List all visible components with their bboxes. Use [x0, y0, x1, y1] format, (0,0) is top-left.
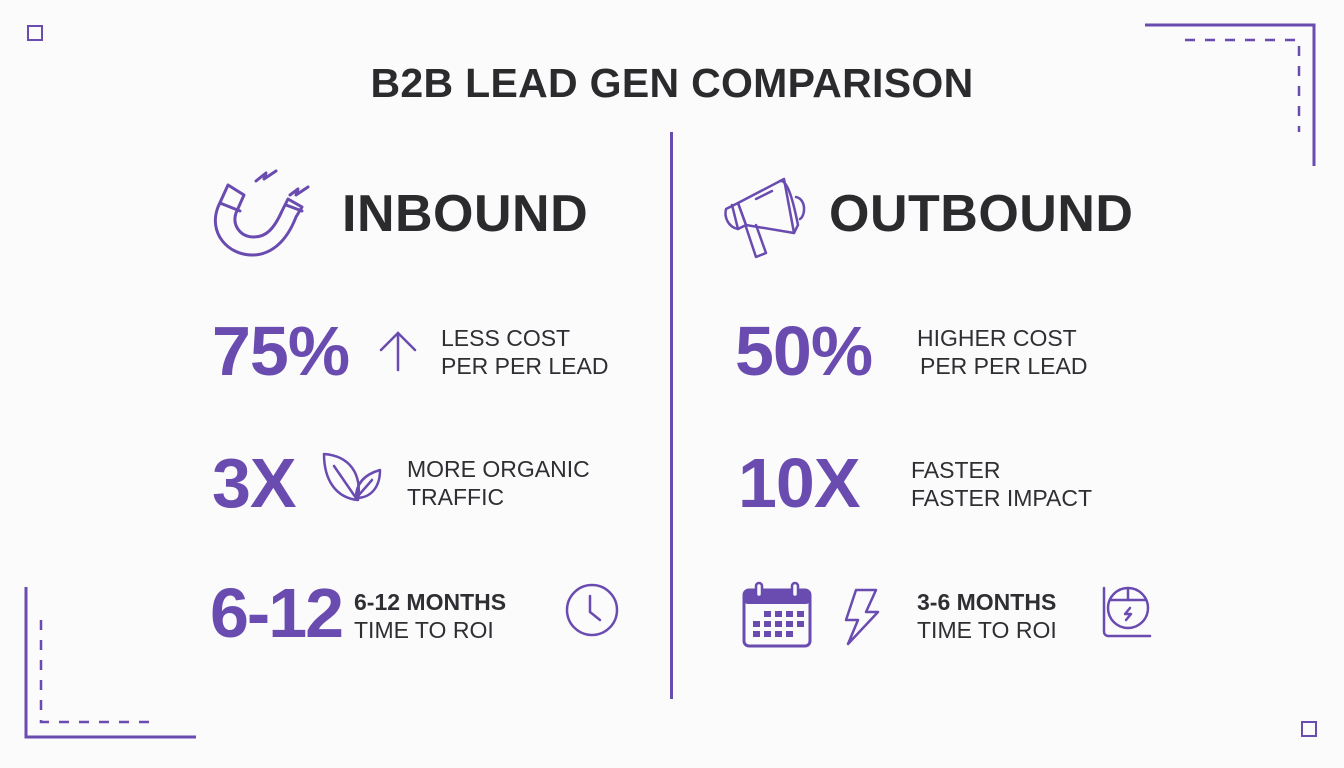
stat-description: FASTER FASTER IMPACT	[911, 457, 1093, 511]
inbound-heading: INBOUND	[342, 185, 589, 243]
stat-description: LESS COST PER PER LEAD	[441, 325, 609, 379]
stat-description: 3-6 MONTHS TIME TO ROI	[917, 589, 1057, 643]
stat-description: 6-12 MONTHS TIME TO ROI	[354, 589, 507, 643]
magnet-icon	[213, 169, 310, 257]
outbound-heading: OUTBOUND	[829, 185, 1134, 243]
leaf-icon	[322, 452, 382, 502]
megaphone-icon	[724, 177, 806, 259]
lightning-icon	[844, 588, 880, 646]
stat-value: 75%	[212, 312, 350, 390]
power-chart-icon	[1102, 586, 1152, 638]
column-divider	[670, 132, 673, 699]
stat-value: 10X	[738, 444, 861, 522]
stat-value: 6-12	[210, 574, 344, 652]
stat-description: HIGHER COST PER PER LEAD	[917, 325, 1088, 379]
corner-bracket-top-right	[1145, 23, 1316, 166]
calendar-icon	[742, 581, 812, 648]
arrow-up-icon	[379, 331, 417, 372]
stat-value: 3X	[212, 444, 297, 522]
stat-description: MORE ORGANIC TRAFFIC	[407, 456, 590, 510]
stat-value: 50%	[735, 312, 873, 390]
clock-icon	[565, 583, 619, 637]
corner-square-top-left	[27, 25, 43, 41]
corner-bracket-bottom-left	[24, 587, 196, 739]
corner-square-bottom-right	[1301, 721, 1317, 737]
page-title: B2B LEAD GEN COMPARISON	[370, 60, 974, 106]
